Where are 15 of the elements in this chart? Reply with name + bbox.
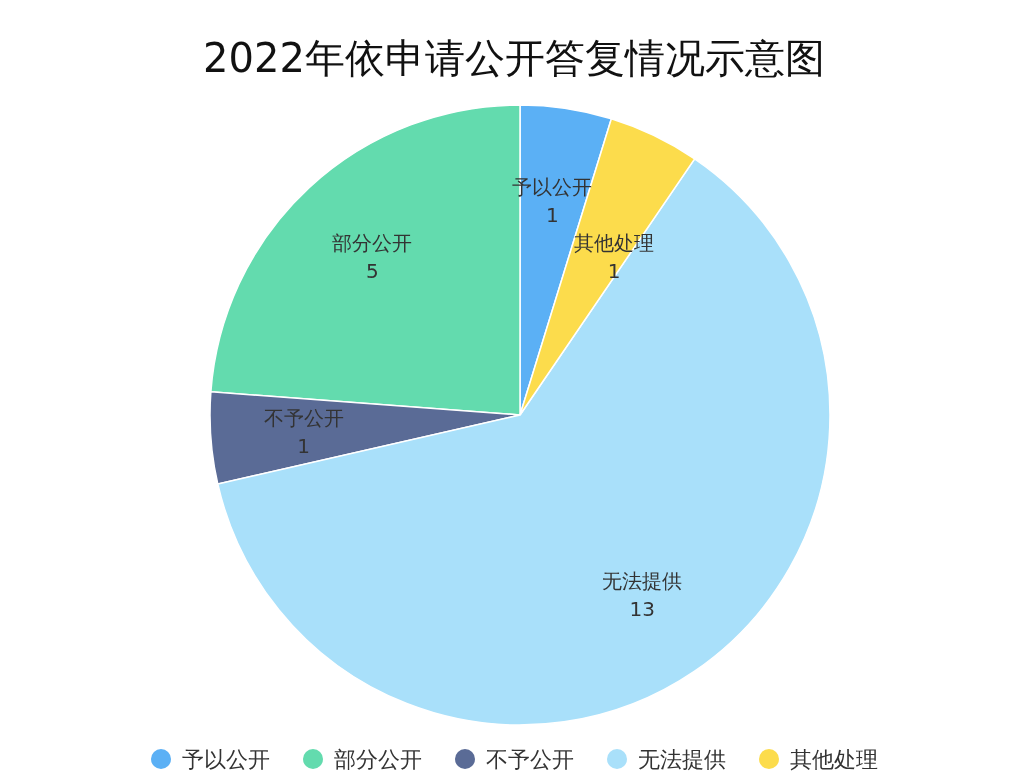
- data-label: 1: [607, 259, 621, 284]
- data-label: 1: [545, 203, 559, 228]
- slice-label: 其他处理: [574, 231, 655, 256]
- legend-label: 予以公开: [182, 747, 270, 772]
- slice-label: 部分公开: [332, 230, 413, 255]
- data-label: 5: [366, 258, 379, 283]
- legend-label: 部分公开: [334, 747, 422, 772]
- legend-label: 无法提供: [638, 747, 726, 772]
- slice-label: 不予公开: [263, 406, 344, 431]
- slice-label: 无法提供: [602, 569, 683, 594]
- data-label: 13: [629, 597, 655, 622]
- chart-title: 2022年依申请公开答复情况示意图: [203, 35, 825, 81]
- data-label: 1: [297, 434, 310, 459]
- legend-label: 不予公开: [486, 747, 574, 772]
- legend-label: 其他处理: [790, 747, 878, 772]
